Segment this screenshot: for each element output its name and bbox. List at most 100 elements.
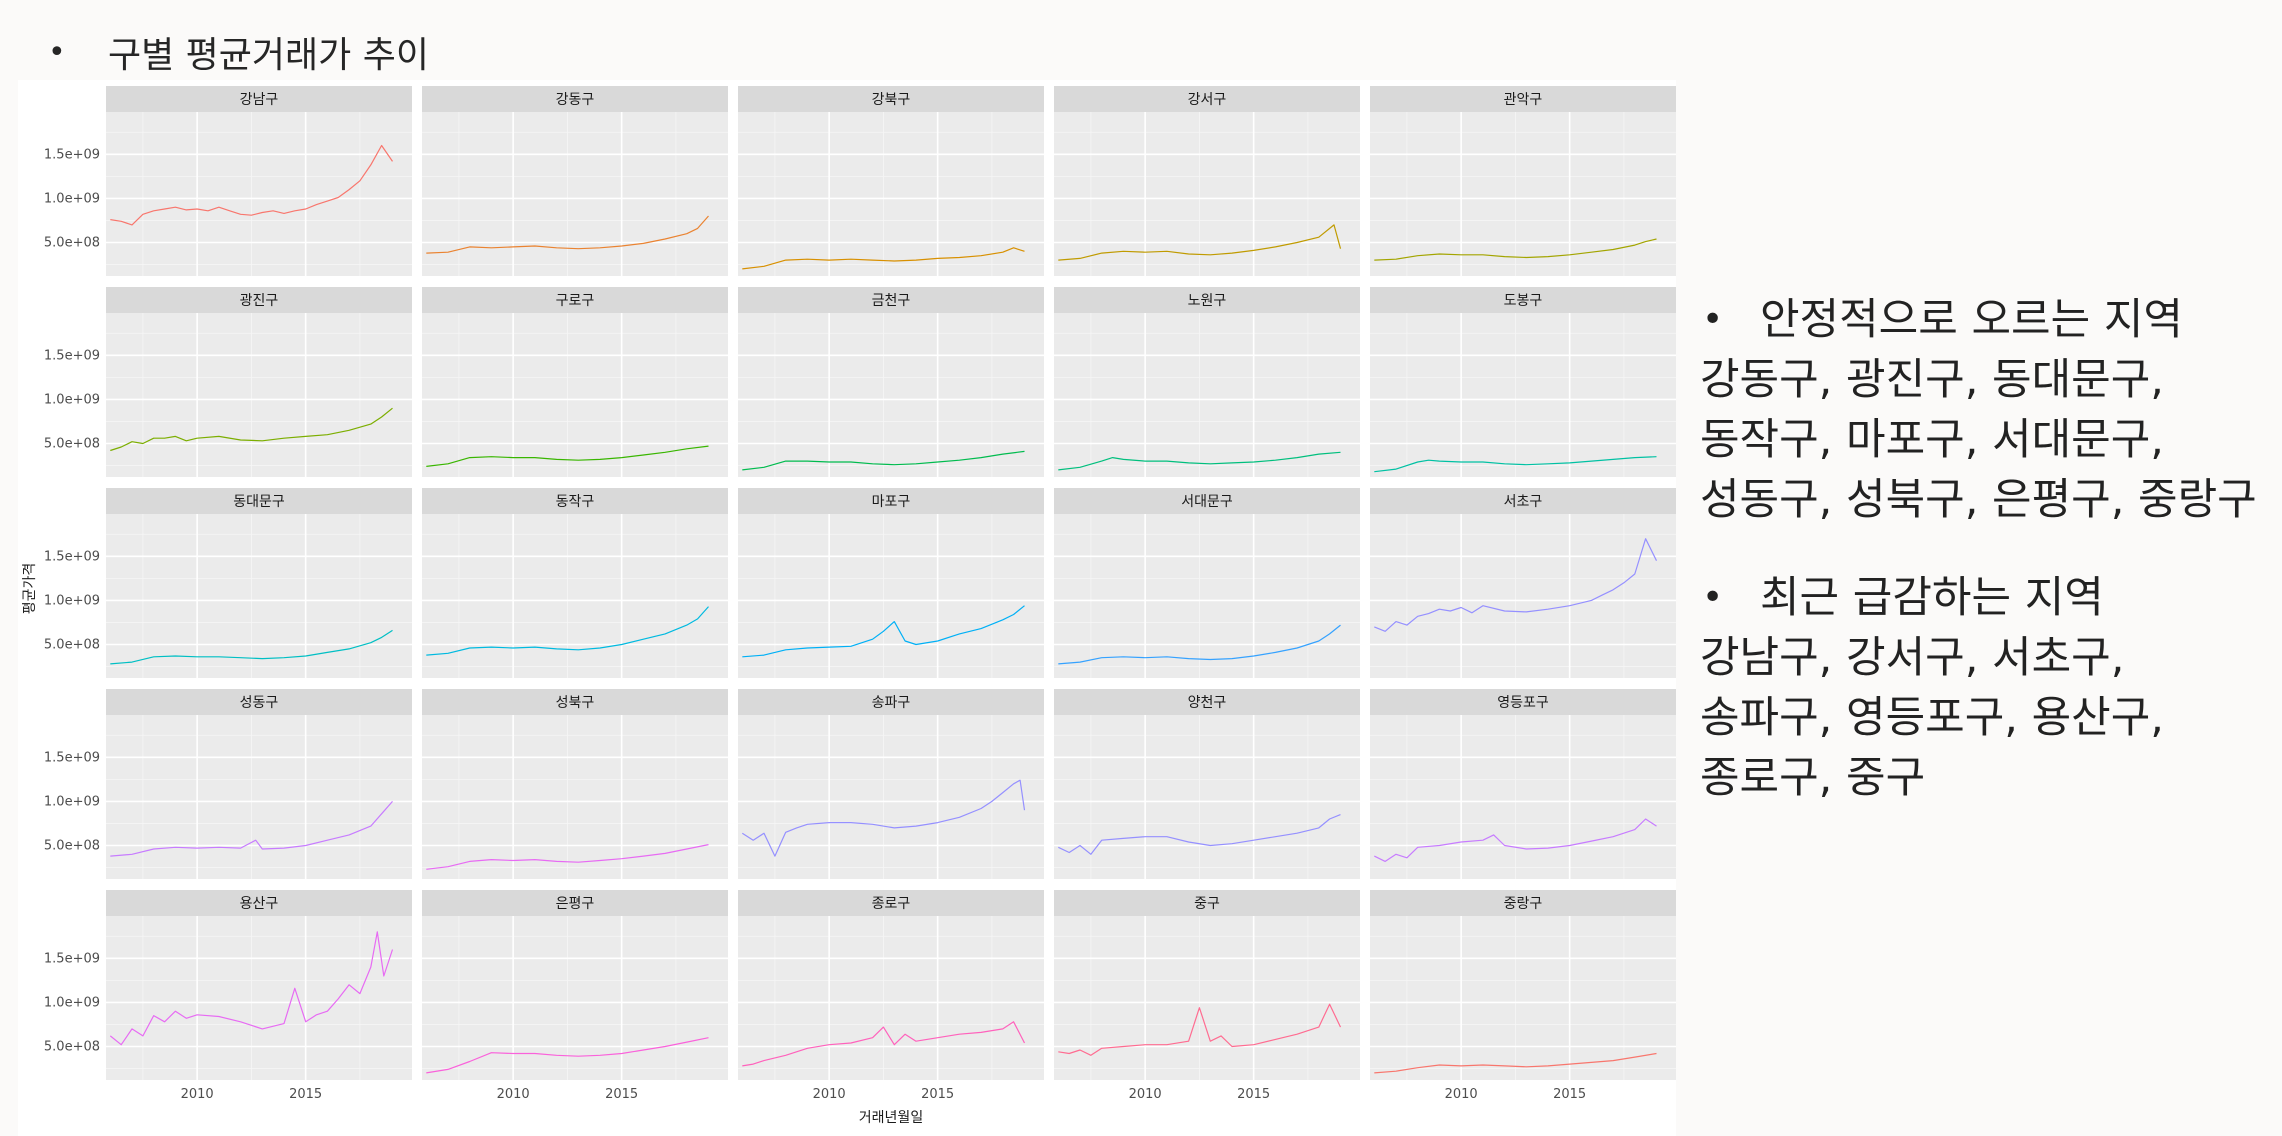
facet-panel: 종로구 2010 2015 bbox=[738, 890, 1044, 1102]
x-tick-label: 2015 bbox=[1553, 1087, 1586, 1102]
x-tick-label: 2015 bbox=[921, 1087, 954, 1102]
facet-strip bbox=[422, 287, 728, 313]
y-tick-label: 1.0e+09 bbox=[44, 995, 100, 1010]
facet-background bbox=[422, 514, 728, 678]
series-line-동대문구 bbox=[110, 629, 393, 665]
facet-strip-label: 관악구 bbox=[1504, 92, 1543, 108]
y-tick-label: 5.0e+08 bbox=[44, 838, 100, 853]
y-tick-label: 1.5e+09 bbox=[44, 147, 100, 162]
facet-panel: 관악구 bbox=[1370, 86, 1676, 276]
facet-chart-panel: 강남구 5.0e+08 1.0e+09 1.5e+09 강동구 강북구 강서구 관악구 광진구 5… bbox=[18, 80, 1676, 1136]
y-tick-label: 5.0e+08 bbox=[44, 436, 100, 451]
series-line-관악구 bbox=[1374, 238, 1657, 261]
facet-strip-label: 강서구 bbox=[1188, 92, 1227, 108]
y-tick-label: 1.5e+09 bbox=[44, 348, 100, 363]
series-line-강동구 bbox=[426, 215, 709, 254]
facet-background bbox=[1054, 313, 1360, 477]
facet-strip-label: 중구 bbox=[1194, 896, 1220, 912]
series-line-광진구 bbox=[110, 407, 393, 452]
facet-strip-label: 중랑구 bbox=[1504, 896, 1543, 912]
facet-strip bbox=[1370, 488, 1676, 514]
series-line-중구 bbox=[1058, 1003, 1342, 1056]
series-line-강북구 bbox=[742, 247, 1025, 270]
y-tick-label: 1.5e+09 bbox=[44, 951, 100, 966]
facet-strip-label: 광진구 bbox=[240, 293, 279, 309]
facet-background bbox=[1054, 514, 1360, 678]
facet-strip bbox=[738, 890, 1044, 916]
facet-panel: 서대문구 bbox=[1054, 488, 1360, 678]
falling-line-3: 종로구, 중구 bbox=[1700, 753, 1926, 803]
facet-strip bbox=[1054, 287, 1360, 313]
y-tick-label: 1.5e+09 bbox=[44, 549, 100, 564]
facet-strip bbox=[1370, 86, 1676, 112]
facet-strip bbox=[422, 890, 728, 916]
facet-panel: 중랑구 2010 2015 bbox=[1370, 890, 1676, 1102]
rising-line-3: 성동구, 성북구, 은평구, 중랑구 bbox=[1700, 475, 2257, 525]
facet-strip bbox=[738, 488, 1044, 514]
facet-background bbox=[1054, 112, 1360, 276]
facet-strip-label: 종로구 bbox=[872, 896, 911, 912]
facet-strip-label: 구로구 bbox=[556, 293, 595, 309]
facet-strip-label: 마포구 bbox=[872, 494, 911, 510]
facet-panel: 광진구 5.0e+08 1.0e+09 1.5e+09 bbox=[44, 287, 412, 477]
facet-background bbox=[738, 715, 1044, 879]
facet-background bbox=[106, 112, 412, 276]
facet-background bbox=[738, 112, 1044, 276]
rising-line-2: 동작구, 마포구, 서대문구, bbox=[1700, 415, 2164, 465]
facet-strip bbox=[1054, 488, 1360, 514]
series-line-노원구 bbox=[1058, 451, 1341, 471]
facet-strip bbox=[1054, 689, 1360, 715]
facet-background bbox=[422, 313, 728, 477]
series-line-강서구 bbox=[1058, 224, 1342, 261]
series-line-성동구 bbox=[110, 801, 393, 857]
x-tick-label: 2015 bbox=[289, 1087, 322, 1102]
facet-background bbox=[1054, 916, 1360, 1080]
series-line-강남구 bbox=[110, 144, 393, 226]
facet-panel: 성북구 bbox=[422, 689, 728, 879]
facet-panel: 중구 2010 2015 bbox=[1054, 890, 1360, 1102]
facet-panel: 강북구 bbox=[738, 86, 1044, 276]
facet-strip bbox=[422, 86, 728, 112]
series-line-마포구 bbox=[742, 605, 1025, 658]
facet-background bbox=[738, 916, 1044, 1080]
x-tick-label: 2010 bbox=[497, 1087, 530, 1102]
facet-strip-label: 서초구 bbox=[1504, 494, 1543, 510]
falling-bullet: • bbox=[1702, 577, 1724, 618]
facet-strip bbox=[738, 86, 1044, 112]
facet-panel: 은평구 2010 2015 bbox=[422, 890, 728, 1102]
facet-background bbox=[1370, 715, 1676, 879]
x-axis-title: 거래년월일 bbox=[859, 1110, 923, 1126]
facet-panel: 용산구 5.0e+08 1.0e+09 1.5e+09 2010 2015 bbox=[44, 890, 412, 1102]
facet-panel: 마포구 bbox=[738, 488, 1044, 678]
series-line-양천구 bbox=[1058, 814, 1341, 855]
facet-strip bbox=[422, 689, 728, 715]
facet-background bbox=[106, 715, 412, 879]
series-line-서초구 bbox=[1374, 538, 1658, 632]
facet-strip bbox=[106, 488, 412, 514]
facet-strip bbox=[106, 689, 412, 715]
x-tick-label: 2010 bbox=[813, 1087, 846, 1102]
facet-panel: 도봉구 bbox=[1370, 287, 1676, 477]
series-line-성북구 bbox=[426, 844, 709, 870]
facet-background bbox=[1370, 313, 1676, 477]
facet-strip-label: 양천구 bbox=[1188, 695, 1227, 711]
x-tick-label: 2010 bbox=[1129, 1087, 1162, 1102]
series-line-구로구 bbox=[426, 445, 709, 467]
falling-districts-note: • 최근 급감하는 지역 강남구, 강서구, 서초구, 송파구, 영등포구, 용… bbox=[1700, 568, 2280, 808]
y-tick-label: 5.0e+08 bbox=[44, 235, 100, 250]
y-tick-label: 1.0e+09 bbox=[44, 794, 100, 809]
y-tick-label: 1.0e+09 bbox=[44, 191, 100, 206]
title-text: 구별 평균거래가 추이 bbox=[108, 35, 429, 76]
facet-background bbox=[1370, 112, 1676, 276]
facet-panel: 양천구 bbox=[1054, 689, 1360, 879]
facet-background bbox=[1370, 916, 1676, 1080]
series-line-동작구 bbox=[426, 606, 709, 656]
facet-panel: 노원구 bbox=[1054, 287, 1360, 477]
y-axis-title: 평균가격 bbox=[22, 563, 38, 615]
facet-background bbox=[106, 313, 412, 477]
series-line-금천구 bbox=[742, 450, 1025, 471]
facet-panel: 동대문구 5.0e+08 1.0e+09 1.5e+09 bbox=[44, 488, 412, 678]
x-tick-label: 2015 bbox=[1237, 1087, 1270, 1102]
facet-background bbox=[1054, 715, 1360, 879]
